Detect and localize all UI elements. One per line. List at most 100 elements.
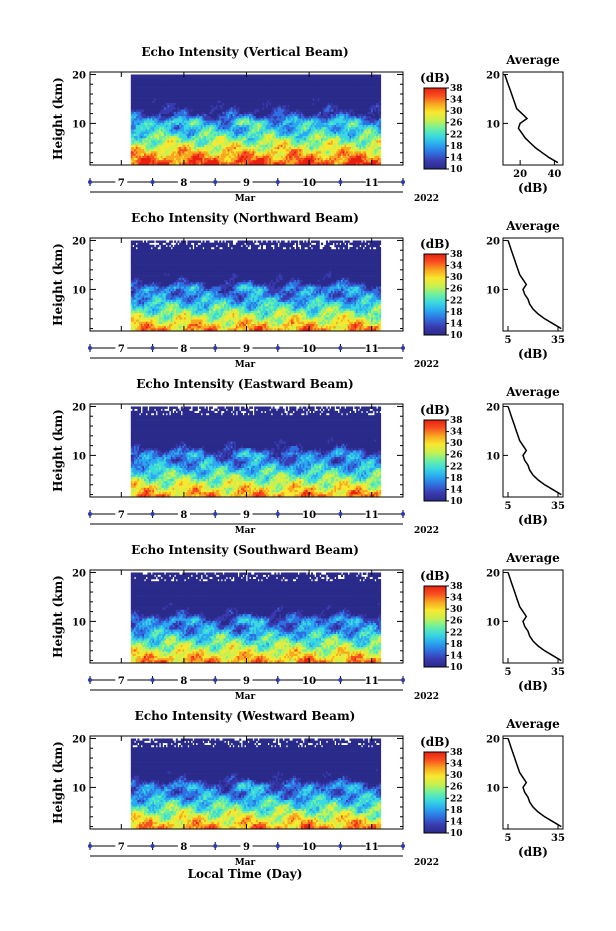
colorbar-tick-label: 26	[450, 783, 463, 793]
colorbar-tick-label: 34	[450, 428, 463, 438]
panel-title: Echo Intensity (Vertical Beam)	[141, 45, 348, 59]
colorbar-tick-label: 18	[450, 142, 463, 152]
colorbar-tick-label: 18	[450, 308, 463, 318]
average-x-tick-label: 40	[547, 169, 561, 180]
average-y-tick-label: 20	[486, 70, 500, 81]
y-axis-label: Height (km)	[51, 243, 65, 326]
colorbar-tick-label: 18	[450, 806, 463, 816]
average-y-tick-label: 10	[486, 451, 500, 462]
average-x-tick-label: 35	[551, 833, 565, 844]
time-marker	[401, 346, 405, 350]
time-marker	[150, 346, 155, 350]
month-label: Mar	[235, 692, 256, 702]
time-marker	[401, 512, 405, 516]
y-axis-label: Height (km)	[51, 77, 65, 160]
heatmap	[130, 240, 382, 332]
colorbar-tick-label: 38	[450, 748, 463, 758]
x-tick-label: 8	[180, 842, 187, 853]
average-y-tick-label: 20	[486, 568, 500, 579]
colorbar-tick-label: 22	[450, 296, 463, 306]
panel-title: Echo Intensity (Westward Beam)	[135, 709, 356, 723]
month-label: Mar	[235, 360, 256, 370]
x-tick-label: 9	[243, 676, 250, 687]
time-marker	[150, 844, 155, 848]
colorbar-tick-label: 14	[450, 817, 463, 827]
x-tick-label: 9	[243, 842, 250, 853]
colorbar-tick-label: 38	[450, 250, 463, 260]
average-title: Average	[505, 219, 560, 233]
colorbar-tick-label: 26	[450, 451, 463, 461]
panel-title: Echo Intensity (Eastward Beam)	[136, 377, 353, 391]
average-profile-line	[503, 74, 559, 164]
time-marker	[338, 180, 343, 184]
time-marker	[275, 844, 280, 848]
y-axis-label: Height (km)	[51, 575, 65, 658]
time-marker	[150, 678, 155, 682]
time-marker	[150, 180, 155, 184]
colorbar-tick-label: 10	[450, 829, 463, 839]
x-tick-label: 8	[180, 344, 187, 355]
colorbar-tick-label: 10	[450, 497, 463, 507]
colorbar-tick-label: 30	[450, 107, 463, 117]
x-tick-label: 10	[302, 510, 316, 521]
colorbar-tick-label: 10	[450, 663, 463, 673]
month-label: Mar	[235, 526, 256, 536]
panel-5: Echo Intensity (Westward Beam) 10 20 Height…	[51, 709, 565, 868]
colorbar-tick-label: 34	[450, 760, 463, 770]
x-tick-label: 11	[365, 842, 379, 853]
colorbar-tick-label: 22	[450, 130, 463, 140]
colorbar-tick-label: 34	[450, 594, 463, 604]
average-x-label: (dB)	[518, 845, 548, 859]
colorbar-tick-label: 38	[450, 582, 463, 592]
panel-title: Echo Intensity (Northward Beam)	[131, 211, 359, 225]
average-x-tick-label: 5	[505, 335, 512, 346]
average-title: Average	[505, 551, 560, 565]
time-marker	[401, 180, 405, 184]
average-x-tick-label: 20	[513, 169, 527, 180]
x-tick-label: 10	[302, 676, 316, 687]
x-tick-label: 7	[118, 676, 125, 687]
colorbar-tick-label: 30	[450, 273, 463, 283]
panel-2: Echo Intensity (Northward Beam) 10 20 Heigh…	[51, 211, 565, 370]
time-marker	[275, 678, 280, 682]
y-tick-label: 10	[72, 119, 86, 130]
x-tick-label: 9	[243, 344, 250, 355]
y-tick-label: 20	[72, 402, 86, 413]
heatmap	[130, 406, 382, 497]
time-marker	[338, 844, 343, 848]
colorbar-tick-label: 26	[450, 617, 463, 627]
x-axis-label: Local Time (Day)	[188, 867, 303, 881]
colorbar-tick-label: 38	[450, 84, 463, 94]
average-frame	[502, 569, 564, 664]
x-tick-label: 11	[365, 510, 379, 521]
time-marker	[338, 678, 343, 682]
average-x-tick-label: 35	[551, 501, 565, 512]
time-marker	[213, 844, 218, 848]
time-marker	[88, 180, 92, 184]
time-marker	[88, 678, 92, 682]
panel-3: Echo Intensity (Eastward Beam) 10 20 Height…	[51, 377, 565, 536]
average-x-label: (dB)	[518, 347, 548, 361]
y-tick-label: 20	[72, 236, 86, 247]
average-x-label: (dB)	[518, 181, 548, 195]
average-frame	[502, 71, 564, 166]
colorbar-label: (dB)	[420, 237, 450, 251]
x-tick-label: 10	[302, 344, 316, 355]
colorbar-label: (dB)	[420, 569, 450, 583]
month-label: Mar	[235, 858, 256, 868]
x-tick-label: 10	[302, 842, 316, 853]
y-axis-label: Height (km)	[51, 741, 65, 824]
panel-title: Echo Intensity (Southward Beam)	[131, 543, 359, 557]
x-tick-label: 7	[118, 178, 125, 189]
panel-1: Echo Intensity (Vertical Beam) 10 20 Height…	[51, 45, 564, 204]
time-marker	[401, 678, 405, 682]
time-marker	[88, 844, 92, 848]
average-y-tick-label: 10	[486, 119, 500, 130]
colorbar-tick-label: 10	[450, 165, 463, 175]
colorbar-tick-label: 14	[450, 485, 463, 495]
y-tick-label: 20	[72, 568, 86, 579]
x-tick-label: 9	[243, 178, 250, 189]
year-label: 2022	[414, 692, 439, 702]
colorbar-tick-label: 26	[450, 119, 463, 129]
